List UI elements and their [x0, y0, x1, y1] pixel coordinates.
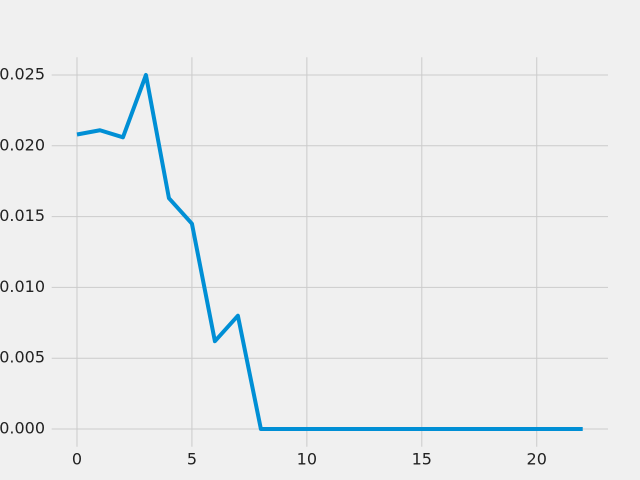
x-tick-label: 20 — [527, 450, 547, 469]
x-tick-label: 5 — [187, 450, 197, 469]
y-tick-label: 0.015 — [0, 206, 45, 225]
y-tick-label: 0.005 — [0, 348, 45, 367]
data-line — [76, 73, 583, 431]
y-tick-label: 0.020 — [0, 135, 45, 154]
y-tick-label: 0.010 — [0, 277, 45, 296]
x-tick-label: 0 — [72, 450, 82, 469]
x-tick-label: 15 — [412, 450, 432, 469]
x-tick-label: 10 — [297, 450, 317, 469]
y-tick-label: 0.025 — [0, 65, 45, 84]
y-tick-label: 0.000 — [0, 419, 45, 438]
x-axis-label: Relative Time — [265, 479, 394, 480]
